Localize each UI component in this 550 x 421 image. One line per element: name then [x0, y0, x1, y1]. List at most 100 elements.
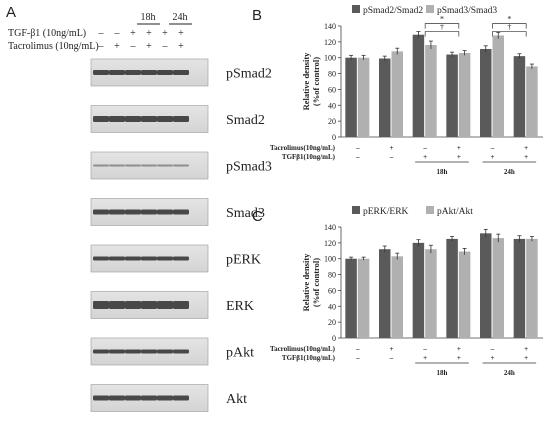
- significance-bracket: †: [492, 23, 527, 37]
- blot-band: [173, 395, 189, 401]
- y-tick-label: 40: [328, 302, 336, 311]
- bar-rect: [345, 258, 357, 338]
- condition-mark: –: [114, 28, 121, 39]
- condition-row-label: Tacrolimus(10ng/mL): [270, 144, 336, 152]
- condition-mark: –: [98, 28, 105, 39]
- condition-mark: +: [457, 354, 461, 362]
- blot-psmad3: pSmad3: [90, 151, 272, 180]
- blot-strips: pSmad2 Smad2 pSmad3 Smad3 pERK ERK pAkt Akt: [90, 58, 272, 412]
- y-tick-label: 100: [324, 54, 336, 63]
- legend: pSmad2/Smad2 pSmad3/Smad3: [352, 5, 497, 16]
- condition-mark: +: [423, 354, 427, 362]
- condition-mark: –: [355, 153, 360, 161]
- blot-band: [157, 301, 173, 309]
- bar-rect: [458, 251, 471, 338]
- condition-mark: +: [457, 153, 461, 161]
- condition-marks: – – + + + +– + – + – +: [98, 28, 185, 52]
- blot-band: [173, 209, 189, 215]
- y-tick-label: 40: [328, 101, 336, 110]
- legend: pERK/ERK pAkt/Akt: [352, 206, 473, 217]
- bar: [446, 236, 458, 338]
- significance-symbol: †: [507, 23, 511, 32]
- blot-band: [141, 256, 157, 261]
- panel-b-chart: B pSmad2/Smad2 pSmad3/Smad3 Relative densi…: [252, 5, 543, 176]
- condition-label-tgf: TGF-β1 (10ng/mL): [8, 28, 86, 39]
- bar-rect: [513, 238, 526, 338]
- time-label-18h: 18h: [137, 12, 160, 25]
- panel-a-letter: A: [6, 4, 16, 21]
- bar: [446, 51, 458, 137]
- blot-label: Smad2: [226, 113, 265, 128]
- blot-band: [141, 70, 157, 75]
- bar: [492, 31, 504, 138]
- bar-rect: [526, 238, 538, 338]
- significance-symbol: †: [440, 23, 444, 32]
- condition-mark: +: [146, 28, 152, 39]
- y-tick-label: 0: [332, 334, 336, 343]
- blot-strip: [90, 151, 209, 180]
- bar: [526, 63, 538, 137]
- blot-band: [125, 256, 141, 261]
- significance-bracket: †: [424, 23, 460, 37]
- bar-rect: [412, 242, 425, 338]
- blot-label: pERK: [226, 253, 261, 268]
- bar: [412, 239, 425, 338]
- condition-mark: –: [389, 354, 394, 362]
- bar-rect: [513, 56, 526, 137]
- condition-mark: –: [355, 354, 360, 362]
- blot-band: [109, 209, 125, 215]
- blot-band: [125, 395, 141, 401]
- blot-pakt: pAkt: [90, 337, 254, 366]
- condition-mark: +: [178, 41, 184, 52]
- condition-mark: +: [524, 153, 528, 161]
- blot-band: [125, 349, 141, 354]
- condition-mark: –: [422, 345, 427, 353]
- y-tick-label: 60: [328, 286, 336, 295]
- bar: [425, 244, 437, 338]
- bar: [513, 53, 526, 137]
- blot-band: [157, 395, 173, 401]
- blot-band: [93, 395, 109, 401]
- condition-mark: +: [524, 354, 528, 362]
- condition-mark: –: [355, 345, 360, 353]
- blot-band: [157, 70, 173, 75]
- blot-band: [109, 395, 125, 401]
- blot-label: pSmad2: [226, 67, 272, 82]
- blot-band: [157, 209, 173, 215]
- bracket-line: [492, 31, 527, 37]
- blot-band: [109, 349, 125, 354]
- bar: [458, 248, 471, 338]
- bar-rect: [379, 58, 391, 137]
- panel-c-letter: C: [252, 208, 263, 225]
- blot-band: [125, 209, 141, 215]
- condition-mark: +: [457, 345, 461, 353]
- blot-band: [125, 301, 141, 309]
- blot-band: [93, 209, 109, 215]
- blot-band: [141, 116, 157, 122]
- time-group-label: 18h: [437, 369, 448, 377]
- bar: [357, 54, 370, 137]
- blot-band: [93, 301, 109, 309]
- blot-band: [109, 164, 125, 167]
- y-tick-label: 60: [328, 85, 336, 94]
- y-axis-label: Relative density(%of control): [301, 52, 321, 111]
- bar: [357, 256, 370, 338]
- condition-mark: +: [491, 153, 495, 161]
- condition-mark: +: [524, 345, 528, 353]
- panel-a-western-blots: A 18h 24h TGF-β1 (10ng/mL) Tacrolimus (1…: [6, 4, 272, 412]
- condition-mark: +: [390, 144, 394, 152]
- bar: [345, 256, 357, 338]
- condition-mark: +: [457, 144, 461, 152]
- significance-bracket: *: [424, 15, 460, 29]
- y-tick-label: 120: [324, 38, 336, 47]
- y-tick-label: 120: [324, 239, 336, 248]
- blot-band: [173, 301, 189, 309]
- y-tick-label: 100: [324, 255, 336, 264]
- blot-band: [141, 301, 157, 309]
- bar-rect: [446, 238, 458, 338]
- bar-rect: [492, 35, 504, 138]
- condition-mark: +: [423, 153, 427, 161]
- blot-band: [173, 116, 189, 122]
- legend-swatch: [352, 5, 360, 13]
- legend-swatch: [426, 5, 434, 13]
